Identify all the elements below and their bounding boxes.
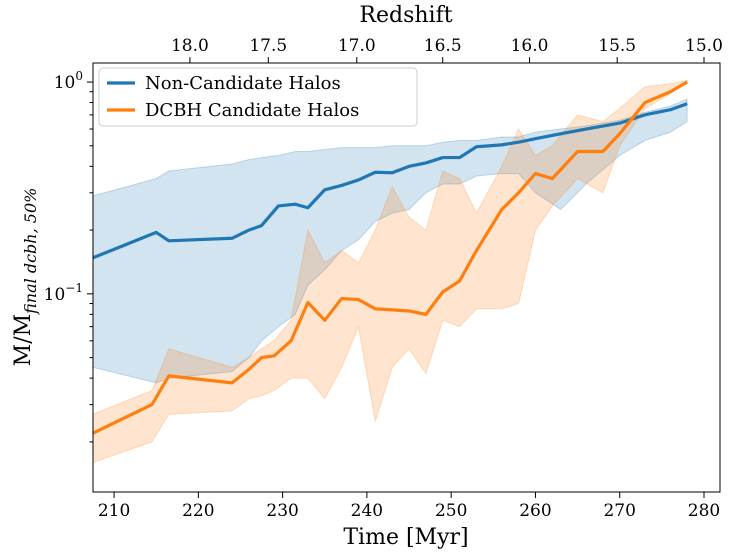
x2-tick-label: 18.0 [171,36,209,56]
y-tick-label: 10−1 [44,281,83,305]
y-label-sub: final dcbh, 50% [21,188,40,315]
x-tick-label: 220 [182,501,214,521]
median-line [93,102,688,260]
y-tick-exp: −1 [65,281,83,295]
legend: Non-Candidate Halos DCBH Candidate Halos [98,67,418,127]
x-tick-label: 270 [603,501,635,521]
x2-tick-label: 15.0 [685,36,723,56]
axes: 210 220 230 240 250 260 270 280 18.0 17.5 17.0 16.5… [44,36,723,521]
x-axis-label: Time [Myr] [343,525,468,550]
x-tick-label: 280 [688,501,720,521]
y-tick-base: 10 [54,73,76,93]
lines [93,80,688,435]
legend-label: DCBH Candidate Halos [145,100,359,121]
median-line [93,80,688,435]
x2-tick-label: 17.5 [249,36,287,56]
x2-tick-label: 15.5 [598,36,636,56]
legend-box [98,67,418,127]
x-tick-label: 240 [351,501,383,521]
y-axis-label: M/Mfinal dcbh, 50% [11,188,40,367]
y-label-main: M/M [11,314,36,366]
y-tick-base: 10 [44,285,66,305]
bands [93,79,688,463]
x-tick-label: 210 [98,501,130,521]
x-tick-label: 230 [266,501,298,521]
legend-label: Non-Candidate Halos [145,73,341,94]
x2-tick-label: 17.0 [338,36,376,56]
x-tick-label: 250 [435,501,467,521]
x-tick-label: 260 [519,501,551,521]
plot-frame [92,62,721,493]
y-tick-label: 100 [54,69,83,93]
x2-tick-label: 16.0 [511,36,549,56]
range-band [93,98,688,384]
x2-axis-label: Redshift [359,3,452,28]
y-tick-exp: 0 [75,69,83,83]
x2-tick-label: 16.5 [424,36,462,56]
